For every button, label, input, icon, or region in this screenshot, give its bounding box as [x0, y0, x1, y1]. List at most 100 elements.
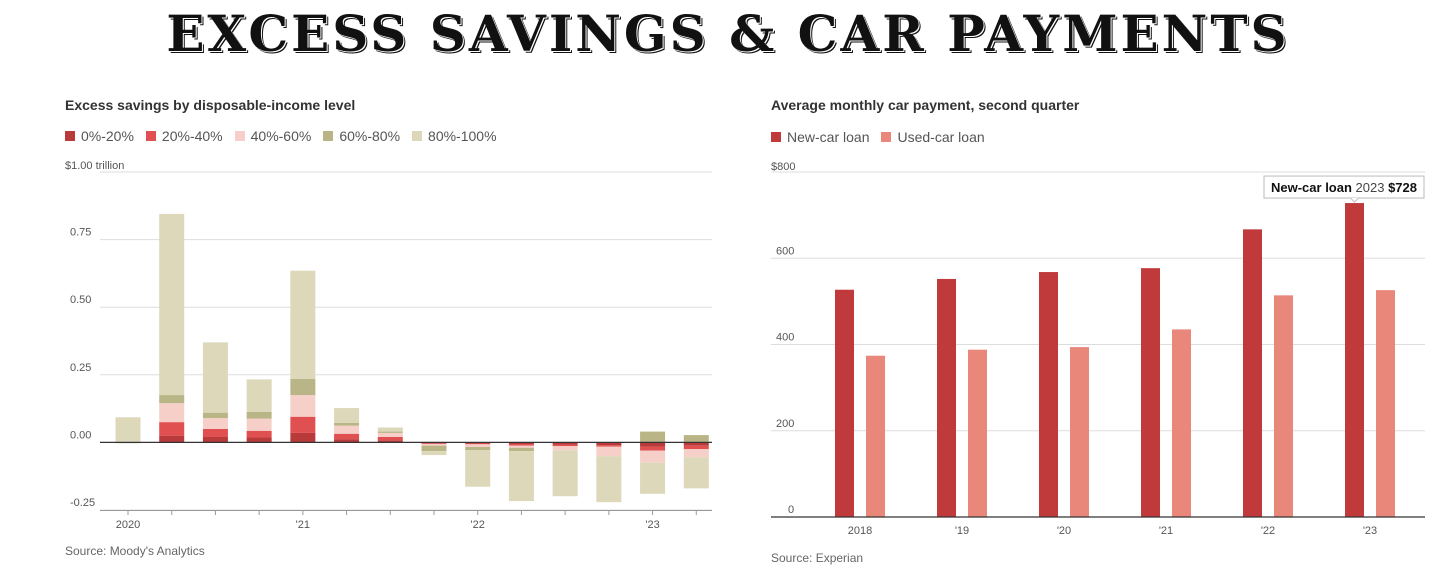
bar-40-60-2023-q2 — [683, 449, 709, 458]
bar-new-car-loan-21 — [1141, 268, 1160, 517]
bar-used-car-loan-20 — [1070, 347, 1089, 517]
bar-80-100-2022-q4 — [596, 456, 622, 503]
source-excess-savings: Source: Moody's Analytics — [65, 544, 205, 558]
y-tick-label: 200 — [776, 418, 794, 430]
x-tick-label: '22 — [471, 519, 485, 531]
bar-20-40-2022-q3 — [552, 444, 578, 447]
y-tick-label: -0.25 — [70, 497, 95, 509]
bar-20-40-2020-q3 — [202, 428, 228, 437]
annotation-year: 2023 — [1356, 180, 1389, 195]
bar-40-60-2021-q4 — [421, 444, 447, 446]
chart-title-car-payment: Average monthly car payment, second quar… — [771, 97, 1080, 113]
bar-60-80-2023-q2 — [683, 435, 709, 443]
legend-label: 0%-20% — [81, 128, 134, 144]
annotation-callout: New-car loan 2023 $728 — [1263, 175, 1425, 203]
bar-new-car-loan-23 — [1345, 203, 1364, 518]
bar-new-car-loan-22 — [1243, 229, 1262, 517]
bar-60-80-2022-q2 — [508, 447, 534, 452]
y-tick-label: 0.25 — [70, 362, 91, 374]
legend-label: New-car loan — [787, 129, 870, 145]
x-tick-label: 2020 — [116, 519, 140, 531]
x-tick-label: '23 — [645, 519, 659, 531]
bar-20-40-2022-q1 — [465, 443, 491, 445]
legend-label: 20%-40% — [161, 128, 223, 144]
bar-20-40-2020-q4 — [246, 430, 272, 438]
bar-0-20-2023-q1 — [640, 442, 666, 447]
bar-40-60-2022-q3 — [552, 446, 578, 451]
bar-20-40-2022-q4 — [596, 445, 622, 447]
bar-40-60-2022-q2 — [508, 445, 534, 448]
legend-item-0-20: 0%-20% — [65, 128, 134, 144]
bar-used-car-loan-19 — [968, 349, 987, 517]
bar-80-100-2021-q2 — [334, 408, 360, 423]
y-tick-label: 0.00 — [70, 429, 91, 441]
excess-savings-chart: $1.00 trillion 0.75 0.50 0.25 -0.25 2020 '21 '2… — [65, 160, 712, 531]
bar-0-20-2021-q1 — [290, 432, 316, 443]
bar-0-20-2022-q3 — [552, 442, 578, 445]
x-tick-label: '20 — [1057, 525, 1071, 537]
bar-0-20-2021-q3 — [377, 440, 403, 443]
y-tick-label: 0.50 — [70, 294, 91, 306]
bar-20-40-2021-q4 — [421, 443, 447, 445]
bar-80-100-2022-q2 — [508, 451, 534, 502]
chart-title-excess-savings: Excess savings by disposable-income leve… — [65, 97, 356, 113]
source-car-payment: Source: Experian — [771, 551, 864, 565]
bar-20-40-2021-q3 — [377, 436, 403, 441]
bar-used-car-loan-2018 — [866, 355, 885, 517]
bar-60-80-2021-q4 — [421, 445, 447, 452]
bar-40-60-2023-q1 — [640, 450, 666, 463]
bar-new-car-loan-19 — [937, 278, 956, 517]
bar-20-40-2023-q2 — [683, 445, 709, 450]
annotation-label: New-car loan 2023 $728 — [1271, 180, 1417, 195]
y-tick-label: 400 — [776, 332, 794, 344]
bar-60-80-2020-q4 — [246, 411, 272, 419]
legend-excess-savings: 0%-20% 20%-40% 40%-60% 60%-80% 80%-100% — [65, 128, 509, 144]
bar-0-20-2021-q2 — [334, 439, 360, 443]
legend-swatch — [881, 132, 892, 142]
bar-40-60-2020-q4 — [246, 418, 272, 431]
bar-20-40-2020-q2 — [159, 422, 185, 436]
legend-item-20-40: 20%-40% — [145, 128, 223, 144]
bar-80-100-2020-q4 — [246, 379, 272, 412]
legend-swatch — [323, 131, 334, 141]
bar-80-100-2022-q1 — [465, 450, 491, 487]
y-unit-label: $1.00 trillion — [65, 160, 124, 172]
bar-20-40-2023-q1 — [640, 446, 666, 451]
bar-used-car-loan-23 — [1376, 290, 1395, 517]
bar-40-60-2022-q1 — [465, 444, 491, 447]
x-tick-label: '19 — [955, 525, 969, 537]
x-tick-label: '21 — [296, 519, 310, 531]
bar-40-60-2021-q3 — [377, 432, 403, 437]
legend-item-new-car-loan: New-car loan — [771, 129, 869, 145]
legend-swatch — [234, 131, 245, 141]
bar-0-20-2020-q4 — [246, 437, 272, 443]
legend-item-used-car-loan: Used-car loan — [881, 129, 985, 145]
bar-60-80-2021-q1 — [290, 378, 316, 396]
legend-label: Used-car loan — [897, 129, 985, 145]
annotation-box — [1263, 175, 1425, 199]
legend-item-40-60: 40%-60% — [234, 128, 311, 144]
y-tick-label: 0 — [788, 504, 794, 516]
bar-used-car-loan-21 — [1172, 329, 1191, 517]
bar-0-20-2022-q4 — [596, 442, 622, 446]
legend-swatch — [65, 131, 75, 141]
y-tick-label: 0.75 — [70, 227, 91, 239]
bar-80-100-2023-q2 — [683, 457, 709, 489]
legend-item-80-100: 80%-100% — [412, 128, 497, 144]
bar-60-80-2021-q2 — [334, 422, 360, 426]
legend-swatch — [145, 131, 156, 141]
x-tick-label: 2018 — [848, 525, 872, 537]
bar-60-80-2020-q2 — [159, 395, 185, 404]
bar-80-100-2020-q1 — [115, 417, 141, 442]
bar-80-100-2021-q3 — [377, 427, 403, 432]
bar-20-40-2021-q2 — [334, 433, 360, 440]
bar-used-car-loan-22 — [1274, 295, 1293, 517]
bar-0-20-2020-q3 — [202, 436, 228, 443]
y-unit-label: $800 — [771, 161, 795, 173]
bar-new-car-loan-20 — [1039, 272, 1058, 517]
bar-60-80-2023-q1 — [640, 431, 666, 443]
bar-60-80-2021-q3 — [377, 431, 403, 433]
bar-40-60-2021-q1 — [290, 395, 316, 417]
legend-swatch — [771, 132, 781, 142]
bar-40-60-2022-q4 — [596, 446, 622, 457]
